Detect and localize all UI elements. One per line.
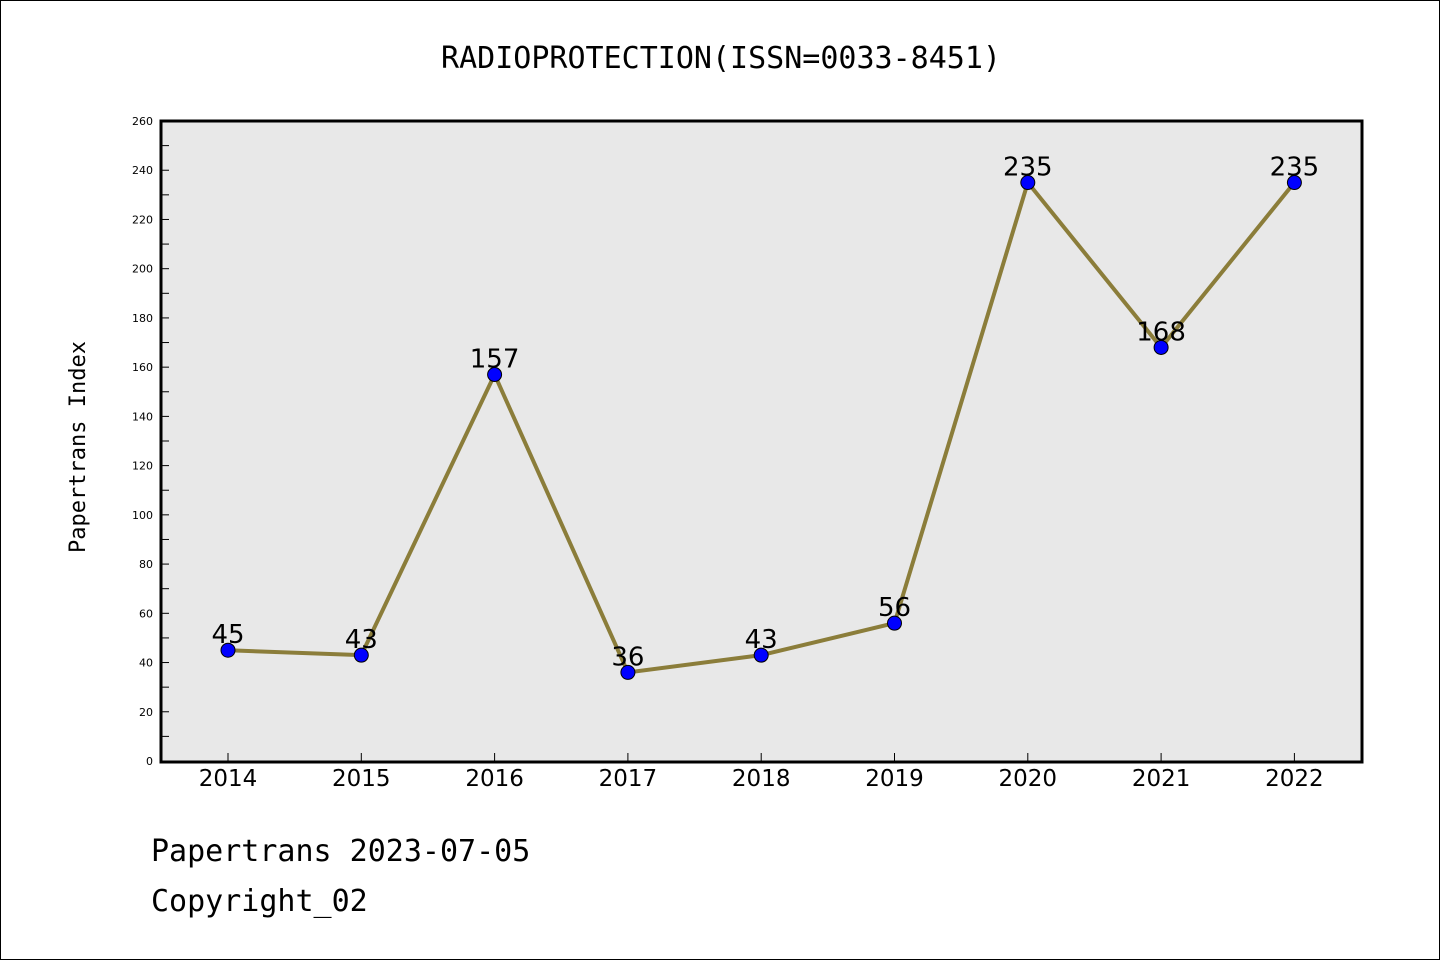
footer-date: Papertrans 2023-07-05	[151, 834, 531, 869]
y-axis: 0 20 40 60 80 100 120 140 160 180 200 220 240 260	[132, 115, 169, 768]
data-point	[220, 642, 236, 658]
data-point	[1286, 175, 1302, 191]
x-tick-label: 2020	[999, 766, 1058, 792]
x-tick-label: 2022	[1265, 766, 1324, 792]
data-label: 235	[1003, 153, 1053, 183]
plot-area	[159, 119, 1364, 764]
y-axis-label: Papertrans Index	[66, 341, 91, 553]
x-tick-label: 2015	[332, 766, 391, 792]
y-tick-label: 80	[139, 558, 153, 571]
y-tick-label: 180	[132, 312, 153, 325]
y-tick-label: 60	[139, 607, 153, 620]
data-label: 45	[211, 620, 244, 650]
footer-copyright: Copyright_02	[151, 884, 368, 919]
data-label: 56	[878, 593, 911, 623]
data-point	[1020, 175, 1036, 191]
x-axis: 2014 2015 2016 2017 2018 2019 2020 2021 2022	[199, 753, 1324, 792]
y-tick-label: 100	[132, 509, 153, 522]
y-tick-label: 120	[132, 460, 153, 473]
y-tick-label: 240	[132, 164, 153, 177]
data-point	[353, 647, 369, 663]
y-tick-label: 200	[132, 263, 153, 276]
y-tick-label: 220	[132, 213, 153, 226]
x-tick-label: 2016	[465, 766, 524, 792]
data-label: 36	[611, 642, 644, 672]
x-tick-label: 2017	[599, 766, 658, 792]
data-label: 43	[745, 625, 778, 655]
data-label: 168	[1136, 317, 1186, 347]
y-tick-label: 260	[132, 115, 153, 128]
data-label: 157	[470, 345, 520, 375]
data-point	[487, 367, 503, 383]
data-point	[887, 615, 902, 631]
y-tick-label: 40	[139, 657, 153, 670]
data-point	[753, 647, 769, 663]
y-tick-label: 140	[132, 410, 153, 423]
y-tick-label: 160	[132, 361, 153, 374]
data-labels-group: 45 43 157 36 43 56 235 168 235	[211, 153, 1319, 673]
x-tick-label: 2021	[1132, 766, 1191, 792]
chart-title: RADIOPROTECTION(ISSN=0033-8451)	[441, 41, 1001, 76]
data-point	[620, 664, 636, 680]
data-label: 235	[1270, 153, 1320, 183]
points-group	[220, 175, 1302, 680]
x-tick-label: 2019	[865, 766, 924, 792]
y-tick-label: 0	[146, 755, 153, 768]
x-tick-label: 2014	[199, 766, 258, 792]
data-point	[1153, 339, 1169, 355]
x-tick-label: 2018	[732, 766, 791, 792]
y-tick-label: 20	[139, 706, 153, 719]
data-label: 43	[345, 625, 378, 655]
